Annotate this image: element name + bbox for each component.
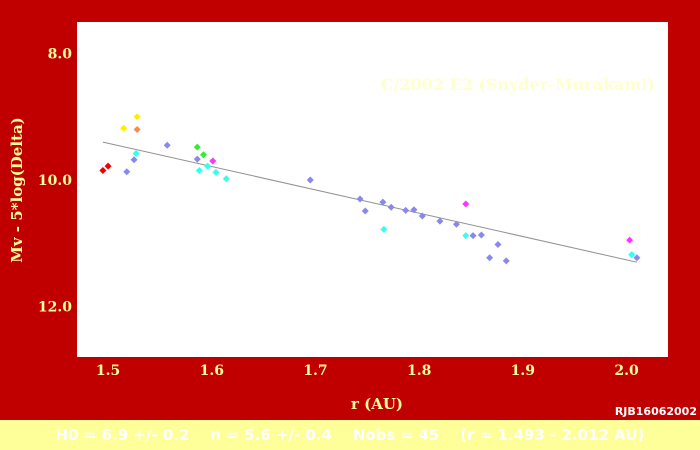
- data-point: [494, 240, 502, 248]
- y-tick-label: 12.0: [38, 299, 72, 315]
- data-point: [380, 225, 388, 233]
- data-point: [462, 200, 470, 208]
- data-point: [418, 212, 426, 220]
- data-point: [469, 232, 477, 240]
- data-point: [462, 232, 470, 240]
- data-point: [133, 113, 141, 121]
- y-tick-label: 10.0: [38, 173, 72, 189]
- data-point: [212, 168, 220, 176]
- data-point: [361, 207, 369, 215]
- x-tick-label: 2.0: [614, 363, 639, 379]
- chart-title: C/2002 E2 (Snyder-Murakami): [381, 75, 655, 94]
- data-point: [387, 203, 395, 211]
- data-point: [99, 167, 107, 175]
- data-point: [477, 231, 485, 239]
- data-point: [379, 198, 387, 206]
- data-point: [104, 162, 112, 170]
- fit-line: [102, 141, 638, 263]
- x-tick-label: 1.5: [96, 363, 120, 379]
- data-point: [306, 176, 314, 184]
- data-point: [163, 141, 171, 149]
- data-point: [193, 155, 201, 163]
- fit-summary-footer: H0 = 6.9 +/- 0.2 n = 5.6 +/- 0.4 Nobs = …: [0, 420, 700, 450]
- data-point: [195, 167, 203, 175]
- data-point: [436, 217, 444, 225]
- data-point: [199, 151, 207, 159]
- data-point: [204, 162, 212, 170]
- data-point: [120, 124, 128, 132]
- data-point: [132, 149, 140, 157]
- data-point: [133, 125, 141, 133]
- y-tick-labels: 8.0 10.0 12.0: [38, 47, 72, 316]
- x-tick-label: 1.8: [407, 363, 431, 379]
- data-point: [628, 251, 636, 259]
- data-point: [402, 206, 410, 214]
- x-tick-label: 1.6: [200, 363, 224, 379]
- data-point: [130, 156, 138, 164]
- x-tick-labels: 1.5 1.6 1.7 1.8 1.9 2.0: [96, 363, 639, 379]
- credit-text: RJB16062002: [615, 405, 697, 418]
- x-axis-label: r (AU): [351, 395, 403, 413]
- y-tick-label: 8.0: [48, 47, 73, 63]
- x-tick-label: 1.7: [303, 363, 327, 379]
- data-points: [99, 113, 641, 265]
- data-point: [209, 157, 217, 165]
- data-point: [626, 236, 634, 244]
- plot-area: [77, 22, 668, 357]
- data-point: [502, 257, 510, 265]
- data-point: [193, 143, 201, 151]
- data-point: [410, 206, 418, 214]
- x-tick-label: 1.9: [511, 363, 535, 379]
- data-point: [452, 220, 460, 228]
- y-axis-label: Mv - 5*log(Delta): [8, 117, 26, 263]
- data-point: [123, 168, 131, 176]
- data-point: [486, 254, 494, 262]
- data-point: [356, 195, 364, 203]
- data-point: [222, 175, 230, 183]
- data-point: [633, 254, 641, 262]
